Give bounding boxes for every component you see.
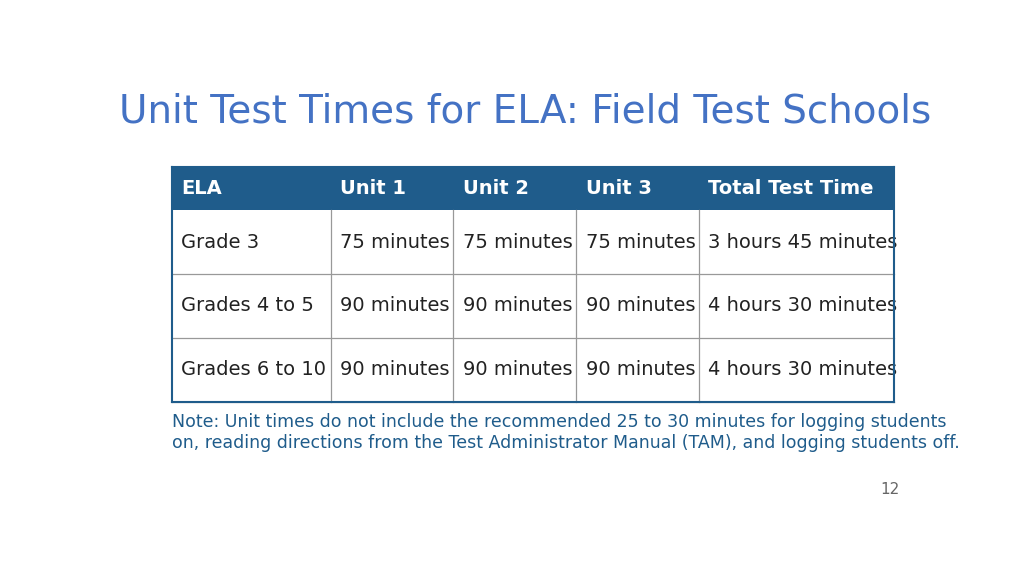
Text: Total Test Time: Total Test Time (709, 179, 873, 198)
Text: 90 minutes: 90 minutes (340, 297, 450, 316)
Text: Grades 6 to 10: Grades 6 to 10 (181, 361, 327, 380)
Text: Unit 2: Unit 2 (463, 179, 528, 198)
Bar (172, 166, 894, 210)
Text: 90 minutes: 90 minutes (586, 297, 695, 316)
Text: 90 minutes: 90 minutes (463, 297, 572, 316)
Text: 75 minutes: 75 minutes (586, 233, 695, 252)
Bar (172, 210, 894, 274)
Text: Grades 4 to 5: Grades 4 to 5 (181, 297, 314, 316)
Text: ELA: ELA (181, 179, 222, 198)
Text: 75 minutes: 75 minutes (340, 233, 450, 252)
Text: Note: Unit times do not include the recommended 25 to 30 minutes for logging stu: Note: Unit times do not include the reco… (172, 413, 959, 452)
Text: Unit Test Times for ELA: Field Test Schools: Unit Test Times for ELA: Field Test Scho… (119, 92, 931, 130)
Text: Unit 1: Unit 1 (340, 179, 407, 198)
Text: 90 minutes: 90 minutes (463, 361, 572, 380)
Text: 75 minutes: 75 minutes (463, 233, 572, 252)
Text: 90 minutes: 90 minutes (586, 361, 695, 380)
Text: 4 hours 30 minutes: 4 hours 30 minutes (709, 297, 897, 316)
Text: 90 minutes: 90 minutes (340, 361, 450, 380)
Bar (172, 274, 894, 338)
Text: 4 hours 30 minutes: 4 hours 30 minutes (709, 361, 897, 380)
Text: Grade 3: Grade 3 (181, 233, 259, 252)
Text: Unit 3: Unit 3 (586, 179, 651, 198)
Text: 3 hours 45 minutes: 3 hours 45 minutes (709, 233, 898, 252)
Text: 12: 12 (881, 482, 899, 497)
Bar (172, 338, 894, 402)
